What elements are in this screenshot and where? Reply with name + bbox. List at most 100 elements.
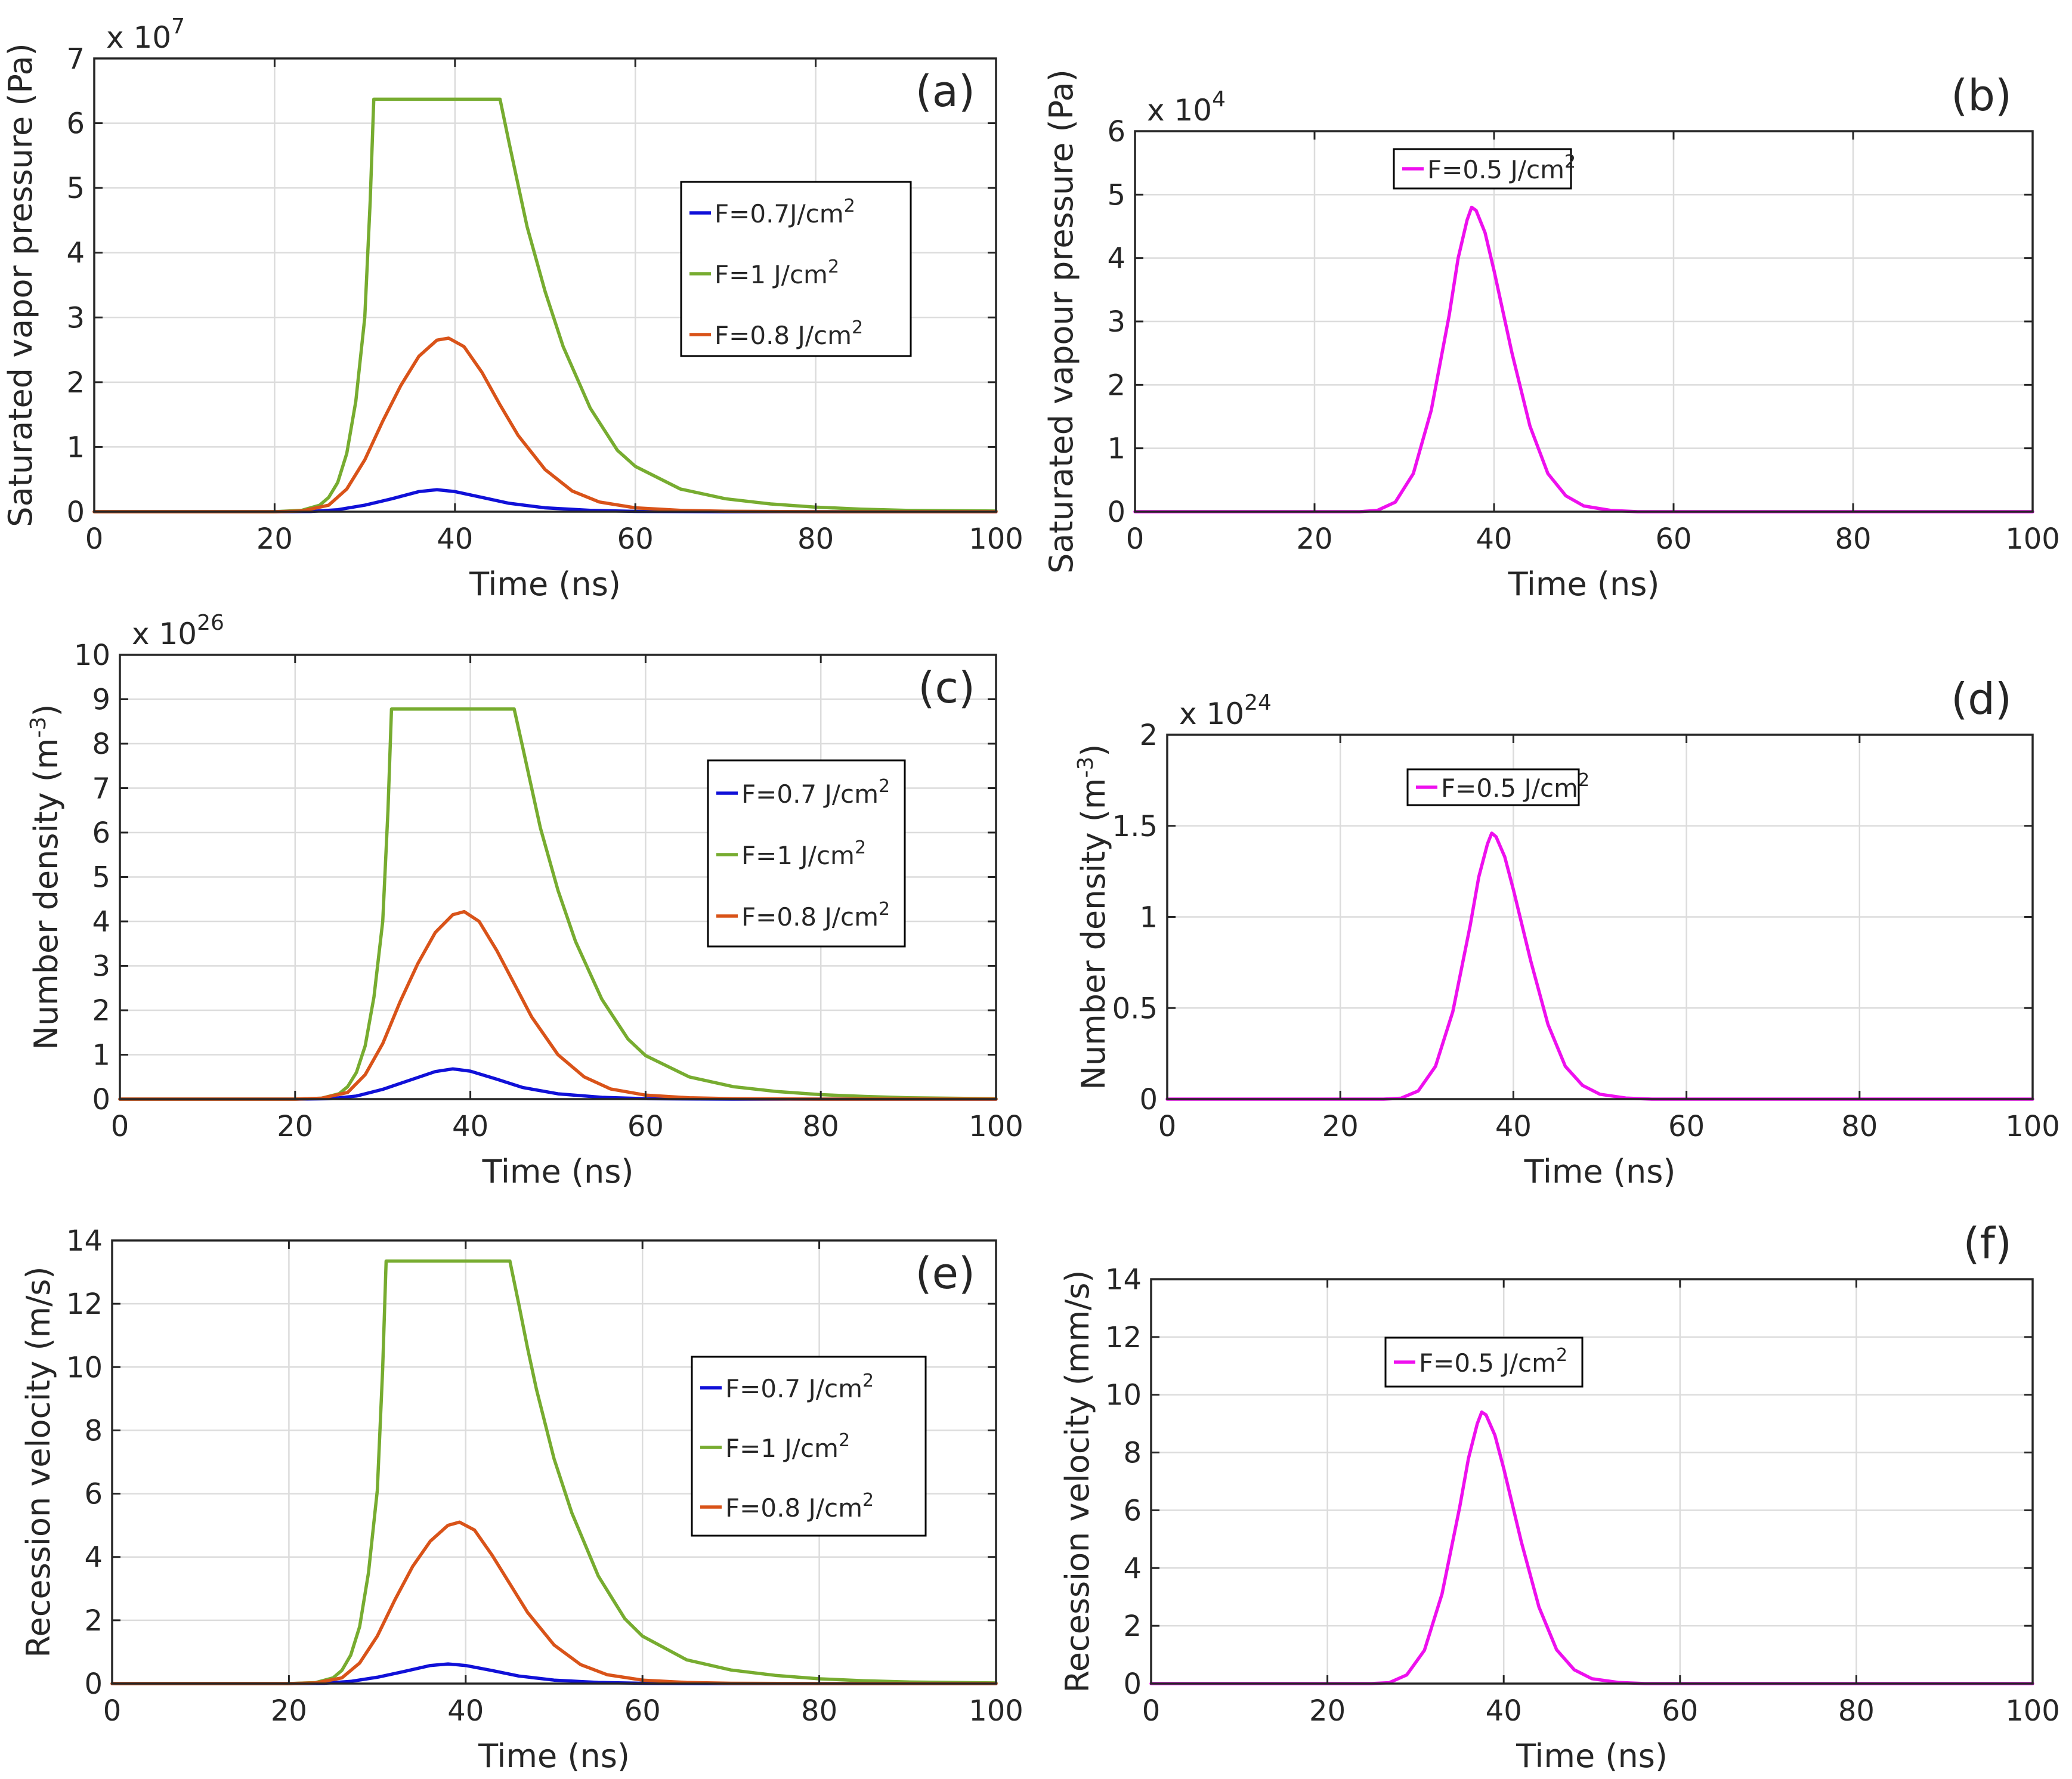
legend-entry: F=0.8 J/cm2: [715, 317, 863, 350]
y-tick-label: 1: [92, 1039, 110, 1072]
series-line-2: [110, 1259, 998, 1685]
x-axis-label: Time (ns): [1508, 565, 1660, 603]
x-tick-label: 100: [969, 522, 1023, 556]
x-axis-label: Time (ns): [478, 1737, 630, 1775]
legend-entry: F=1 J/cm2: [741, 837, 866, 870]
axis-exponent: x 1024: [1179, 691, 1272, 731]
x-tick-label: 80: [801, 1694, 837, 1728]
y-tick-label: 0: [92, 1083, 110, 1116]
y-tick-label: 2: [1123, 1610, 1142, 1643]
y-tick-label: 5: [1107, 178, 1125, 212]
y-tick-label: 1: [66, 431, 85, 464]
axis-exponent: x 107: [106, 14, 185, 55]
legend-entry: F=0.8 J/cm2: [741, 899, 890, 932]
y-tick-label: 8: [84, 1414, 103, 1447]
y-tick-label: 6: [1123, 1494, 1142, 1527]
y-tick-label: 1.5: [1112, 810, 1158, 843]
y-tick-label: 12: [1105, 1321, 1142, 1354]
y-tick-label: 7: [66, 42, 85, 76]
y-tick-label: 9: [92, 683, 110, 717]
x-tick-label: 100: [969, 1694, 1023, 1728]
legend-entry: F=0.7 J/cm2: [741, 776, 890, 809]
x-axis-label: Time (ns): [469, 565, 621, 603]
x-axis-label: Time (ns): [1516, 1737, 1668, 1775]
x-tick-label: 0: [85, 522, 104, 556]
y-tick-label: 10: [66, 1351, 103, 1384]
y-tick-label: 2: [1107, 369, 1125, 402]
plot-area: [1151, 1279, 2033, 1684]
y-tick-label: 6: [1107, 115, 1125, 148]
x-tick-label: 60: [617, 522, 654, 556]
y-tick-label: 5: [92, 861, 110, 895]
axes-box: [111, 1239, 997, 1685]
x-tick-label: 40: [1476, 522, 1512, 556]
panel-label: (a): [916, 66, 975, 116]
legend-box: [707, 759, 906, 948]
y-axis-label: Number density (m-3): [1074, 744, 1112, 1090]
y-tick-label: 2: [84, 1604, 103, 1638]
x-tick-label: 100: [2005, 522, 2060, 556]
y-axis-label: Number density (m-3): [26, 704, 65, 1050]
panel-label: (c): [918, 663, 975, 713]
x-tick-label: 0: [111, 1110, 129, 1143]
panel-label: (b): [1951, 70, 2012, 120]
x-tick-label: 80: [1841, 1110, 1878, 1143]
panel-e: 0 20 40 60 80 100 0 2 4 6 8 10 12 14 Time (ns) Recessio…: [20, 1224, 1023, 1775]
series-line-3: [118, 909, 998, 1101]
y-tick-label: 4: [1123, 1552, 1142, 1585]
panel-f: 0 20 40 60 80 100 0 2 4 6 8 10 12 14 Time (ns) Recessio…: [1059, 1218, 2060, 1775]
x-tick-label: 60: [1668, 1110, 1705, 1143]
x-tick-label: 40: [1495, 1110, 1532, 1143]
x-tick-label: 40: [437, 522, 473, 556]
series-line-1: [1165, 831, 2034, 1101]
y-tick-label: 2: [92, 994, 110, 1028]
x-tick-label: 0: [1142, 1694, 1161, 1728]
y-tick-label: 6: [66, 107, 85, 141]
series-line-3: [92, 336, 998, 513]
y-tick-label: 0: [1107, 496, 1125, 529]
legend: F=0.7J/cm2 F=1 J/cm2 F=0.8 J/cm2: [680, 181, 912, 357]
series-line-1: [1133, 205, 2034, 513]
y-tick-label: 6: [84, 1478, 103, 1511]
y-tick-label: 4: [92, 905, 110, 939]
x-tick-label: 20: [271, 1694, 307, 1728]
x-tick-label: 80: [1838, 1694, 1875, 1728]
legend-box: [1384, 1336, 1584, 1388]
x-tick-label: 40: [447, 1694, 484, 1728]
legend-entry: F=0.5 J/cm2: [1419, 1345, 1567, 1378]
x-tick-label: 20: [1309, 1694, 1346, 1728]
axis-exponent: x 104: [1147, 87, 1226, 128]
y-tick-label: 14: [1105, 1263, 1142, 1297]
axes-box: [93, 57, 997, 513]
y-tick-label: 1: [1107, 432, 1125, 466]
y-tick-label: 8: [1123, 1437, 1142, 1470]
x-tick-label: 100: [2005, 1110, 2060, 1143]
legend: F=0.5 J/cm2: [1406, 768, 1589, 806]
panel-label: (d): [1951, 674, 2012, 724]
y-tick-label: 12: [66, 1288, 103, 1321]
x-tick-label: 20: [1296, 522, 1332, 556]
x-tick-label: 80: [797, 522, 834, 556]
legend-entry: F=0.8 J/cm2: [725, 1490, 874, 1523]
legend-entry: F=0.5 J/cm2: [1427, 151, 1576, 184]
panel-b: 0 20 40 60 80 100 0 1 2 3 4 5 6 Time (ns) Saturated va…: [1043, 69, 2060, 603]
y-tick-label: 4: [66, 237, 85, 270]
series-line-1: [118, 1067, 998, 1101]
series-line-1: [1149, 1410, 2034, 1685]
y-axis-label: Recession velocity (mm/s): [1059, 1270, 1096, 1693]
y-tick-label: 0: [66, 496, 85, 529]
x-tick-label: 80: [803, 1110, 839, 1143]
y-axis-label: Saturated vapour pressure (Pa): [1043, 69, 1080, 574]
panel-d: 0 20 40 60 80 100 0 0.5 1 1.5 2 Time (ns) Number den…: [1074, 674, 2060, 1190]
legend-entry: F=1 J/cm2: [725, 1430, 850, 1463]
series-line-2: [92, 97, 998, 513]
y-tick-label: 4: [1107, 242, 1125, 276]
x-tick-label: 100: [969, 1110, 1023, 1143]
legend-entry: F=1 J/cm2: [715, 256, 839, 289]
y-tick-label: 8: [92, 728, 110, 761]
x-tick-label: 0: [1158, 1110, 1177, 1143]
x-axis-label: Time (ns): [482, 1153, 634, 1190]
panel-a: 0 20 40 60 80 100 0 1 2 3 4 5 6 7 Time (ns) Saturated v…: [2, 14, 1023, 603]
x-tick-label: 40: [1486, 1694, 1522, 1728]
